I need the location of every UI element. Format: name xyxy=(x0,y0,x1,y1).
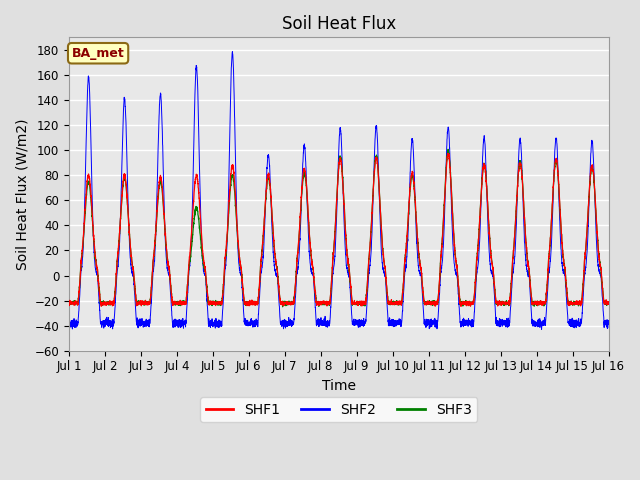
Y-axis label: Soil Heat Flux (W/m2): Soil Heat Flux (W/m2) xyxy=(15,118,29,270)
X-axis label: Time: Time xyxy=(322,379,356,393)
Text: BA_met: BA_met xyxy=(72,47,124,60)
Legend: SHF1, SHF2, SHF3: SHF1, SHF2, SHF3 xyxy=(200,397,477,422)
Title: Soil Heat Flux: Soil Heat Flux xyxy=(282,15,396,33)
